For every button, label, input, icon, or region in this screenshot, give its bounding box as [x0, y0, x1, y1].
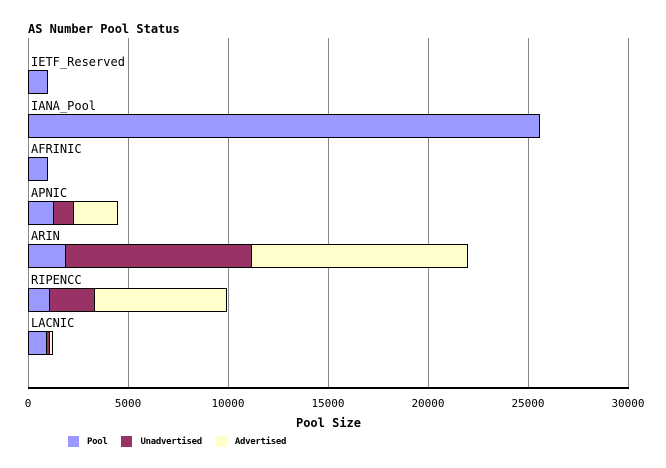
x-tick-label-10000: 10000: [211, 397, 245, 410]
category-label-iana_pool: IANA_Pool: [31, 99, 97, 113]
bar-segment-pool: [28, 157, 48, 181]
bar-segment-pool: [28, 331, 47, 355]
x-tick-label-25000: 25000: [511, 397, 545, 410]
category-label-ripencc: RIPENCC: [31, 273, 82, 287]
gridline-20000: [428, 38, 429, 388]
plot-area: IETF_Reserved IANA_Pool AFRINIC APNIC ARIN RI…: [28, 38, 629, 389]
bar-segment-unadvertised: [53, 201, 74, 225]
category-label-ietf_reserved: IETF_Reserved: [31, 55, 125, 69]
bar-segment-advertised: [251, 244, 468, 268]
bar-segment-unadvertised: [49, 288, 95, 312]
bar-arin: [28, 244, 468, 268]
bar-ripencc: [28, 288, 227, 312]
legend-label-unadvertised: Unadvertised: [140, 436, 202, 447]
bar-segment-pool: [28, 114, 540, 138]
x-axis-line: [28, 387, 629, 389]
bar-apnic: [28, 201, 118, 225]
legend-label-advertised: Advertised: [234, 436, 287, 447]
legend-swatch-advertised: [215, 436, 227, 447]
category-label-arin: ARIN: [31, 229, 60, 243]
bar-ietf_reserved: [28, 70, 48, 94]
gridline-5000: [128, 38, 129, 388]
x-tick-label-20000: 20000: [411, 397, 445, 410]
bar-lacnic: [28, 331, 53, 355]
gridline-10000: [228, 38, 229, 388]
x-tick-label-0: 0: [24, 397, 32, 410]
bar-segment-pool: [28, 70, 48, 94]
legend-item-unadvertised: Unadvertised: [121, 436, 202, 447]
legend-label-pool: Pool: [87, 436, 108, 447]
bar-segment-unadvertised: [65, 244, 252, 268]
category-label-afrinic: AFRINIC: [31, 142, 82, 156]
legend-item-pool: Pool: [68, 436, 108, 447]
bar-iana_pool: [28, 114, 540, 138]
bar-segment-pool: [28, 201, 54, 225]
legend-item-advertised: Advertised: [215, 436, 287, 447]
bar-segment-advertised: [73, 201, 118, 225]
chart-title: AS Number Pool Status: [28, 22, 180, 36]
category-label-apnic: APNIC: [31, 186, 68, 200]
x-tick-label-15000: 15000: [311, 397, 345, 410]
x-axis-ticks: 0 5000 10000 15000 20000 25000 30000: [25, 397, 645, 411]
bar-segment-advertised: [94, 288, 227, 312]
x-axis-title: Pool Size: [295, 416, 362, 430]
bar-afrinic: [28, 157, 48, 181]
gridline-15000: [328, 38, 329, 388]
bar-segment-pool: [28, 288, 50, 312]
x-tick-label-5000: 5000: [114, 397, 142, 410]
gridline-30000: [628, 38, 629, 388]
gridline-25000: [528, 38, 529, 388]
bar-segment-advertised: [49, 331, 53, 355]
x-tick-label-30000: 30000: [611, 397, 645, 410]
bar-segment-pool: [28, 244, 66, 268]
legend: Pool Unadvertised Advertised: [68, 436, 286, 447]
legend-swatch-unadvertised: [121, 436, 133, 447]
legend-swatch-pool: [68, 436, 79, 447]
category-label-lacnic: LACNIC: [31, 316, 75, 330]
